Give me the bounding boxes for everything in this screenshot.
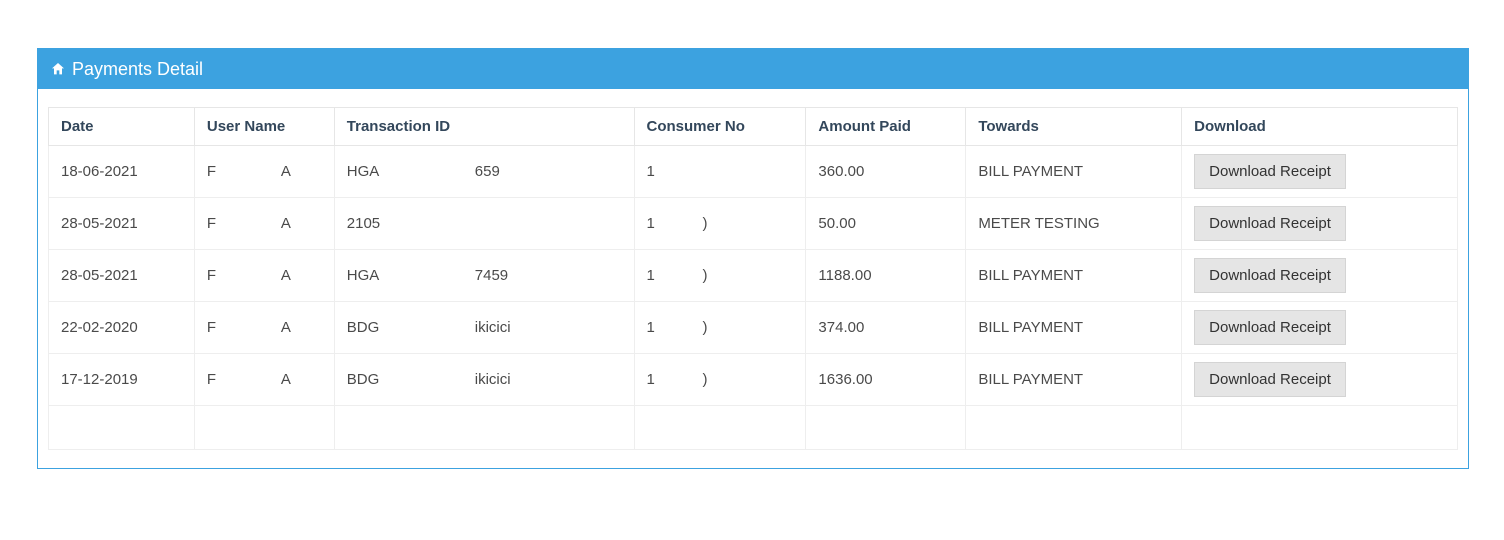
table-row-empty (49, 406, 1458, 450)
user-fragment-left: F (207, 267, 216, 284)
cell-txn: BDG ikicici (334, 354, 634, 406)
cell-amount: 374.00 (806, 302, 966, 354)
col-towards: Towards (966, 108, 1182, 146)
download-receipt-button[interactable]: Download Receipt (1194, 206, 1346, 241)
user-fragment-left: F (207, 163, 216, 180)
cell-amount: 1188.00 (806, 250, 966, 302)
cell-empty (334, 406, 634, 450)
txn-fragment-right: 7459 (475, 267, 508, 284)
cell-user: FA (194, 198, 334, 250)
txn-fragment-left: HGA (347, 163, 380, 180)
consumer-fragment-left: 1 (647, 163, 655, 180)
txn-fragment-right: ikicici (475, 319, 511, 336)
col-download: Download (1182, 108, 1458, 146)
user-fragment-left: F (207, 319, 216, 336)
cell-download: Download Receipt (1182, 146, 1458, 198)
cell-txn: 2105 (334, 198, 634, 250)
payments-table: Date User Name Transaction ID Consumer N… (48, 107, 1458, 450)
table-body: 18-06-2021FAHGA6591360.00BILL PAYMENTDow… (49, 146, 1458, 450)
table-head: Date User Name Transaction ID Consumer N… (49, 108, 1458, 146)
table-row: 18-06-2021FAHGA6591360.00BILL PAYMENTDow… (49, 146, 1458, 198)
col-date: Date (49, 108, 195, 146)
user-fragment-left: F (207, 371, 216, 388)
cell-towards: BILL PAYMENT (966, 146, 1182, 198)
cell-user: FA (194, 302, 334, 354)
cell-txn: BDG ikicici (334, 302, 634, 354)
cell-consumer: 1) (634, 354, 806, 406)
cell-consumer: 1) (634, 302, 806, 354)
user-fragment-right: A (281, 163, 291, 180)
cell-date: 18-06-2021 (49, 146, 195, 198)
payments-panel: Payments Detail Date User Name Transacti… (37, 48, 1469, 469)
cell-amount: 50.00 (806, 198, 966, 250)
consumer-fragment-right: ) (703, 267, 708, 284)
cell-txn: HGA 659 (334, 146, 634, 198)
consumer-fragment-left: 1 (647, 267, 655, 284)
txn-fragment-right: ikicici (475, 371, 511, 388)
cell-amount: 360.00 (806, 146, 966, 198)
cell-date: 28-05-2021 (49, 198, 195, 250)
cell-date: 28-05-2021 (49, 250, 195, 302)
txn-fragment-left: BDG (347, 319, 380, 336)
download-receipt-button[interactable]: Download Receipt (1194, 310, 1346, 345)
cell-empty (634, 406, 806, 450)
user-fragment-right: A (281, 215, 291, 232)
col-consumer: Consumer No (634, 108, 806, 146)
table-row: 28-05-2021FA21051)50.00METER TESTINGDown… (49, 198, 1458, 250)
panel-header: Payments Detail (38, 49, 1468, 89)
cell-download: Download Receipt (1182, 250, 1458, 302)
table-wrap: Date User Name Transaction ID Consumer N… (38, 89, 1468, 468)
cell-empty (966, 406, 1182, 450)
cell-towards: BILL PAYMENT (966, 250, 1182, 302)
cell-amount: 1636.00 (806, 354, 966, 406)
user-fragment-right: A (281, 319, 291, 336)
cell-consumer: 1) (634, 250, 806, 302)
cell-txn: HGA 7459 (334, 250, 634, 302)
consumer-fragment-right: ) (703, 319, 708, 336)
cell-empty (49, 406, 195, 450)
txn-fragment-right: 659 (475, 163, 500, 180)
panel-title: Payments Detail (72, 59, 203, 80)
download-receipt-button[interactable]: Download Receipt (1194, 154, 1346, 189)
cell-towards: METER TESTING (966, 198, 1182, 250)
user-fragment-right: A (281, 371, 291, 388)
cell-empty (806, 406, 966, 450)
cell-user: FA (194, 250, 334, 302)
cell-empty (194, 406, 334, 450)
col-user: User Name (194, 108, 334, 146)
txn-fragment-left: HGA (347, 267, 380, 284)
cell-date: 17-12-2019 (49, 354, 195, 406)
download-receipt-button[interactable]: Download Receipt (1194, 258, 1346, 293)
cell-download: Download Receipt (1182, 354, 1458, 406)
consumer-fragment-right: ) (703, 215, 708, 232)
cell-user: FA (194, 354, 334, 406)
table-row: 17-12-2019FABDGikicici1)1636.00BILL PAYM… (49, 354, 1458, 406)
cell-user: FA (194, 146, 334, 198)
consumer-fragment-right: ) (703, 371, 708, 388)
consumer-fragment-left: 1 (647, 371, 655, 388)
cell-consumer: 1 (634, 146, 806, 198)
txn-fragment-left: BDG (347, 371, 380, 388)
txn-fragment-left: 2105 (347, 215, 380, 232)
cell-date: 22-02-2020 (49, 302, 195, 354)
table-header-row: Date User Name Transaction ID Consumer N… (49, 108, 1458, 146)
cell-download: Download Receipt (1182, 198, 1458, 250)
cell-download: Download Receipt (1182, 302, 1458, 354)
consumer-fragment-left: 1 (647, 215, 655, 232)
home-icon (50, 61, 66, 77)
cell-towards: BILL PAYMENT (966, 354, 1182, 406)
col-txn: Transaction ID (334, 108, 634, 146)
user-fragment-right: A (281, 267, 291, 284)
user-fragment-left: F (207, 215, 216, 232)
table-row: 22-02-2020FABDGikicici1)374.00BILL PAYME… (49, 302, 1458, 354)
download-receipt-button[interactable]: Download Receipt (1194, 362, 1346, 397)
consumer-fragment-left: 1 (647, 319, 655, 336)
cell-consumer: 1) (634, 198, 806, 250)
cell-towards: BILL PAYMENT (966, 302, 1182, 354)
cell-empty (1182, 406, 1458, 450)
col-amount: Amount Paid (806, 108, 966, 146)
table-row: 28-05-2021FAHGA74591)1188.00BILL PAYMENT… (49, 250, 1458, 302)
